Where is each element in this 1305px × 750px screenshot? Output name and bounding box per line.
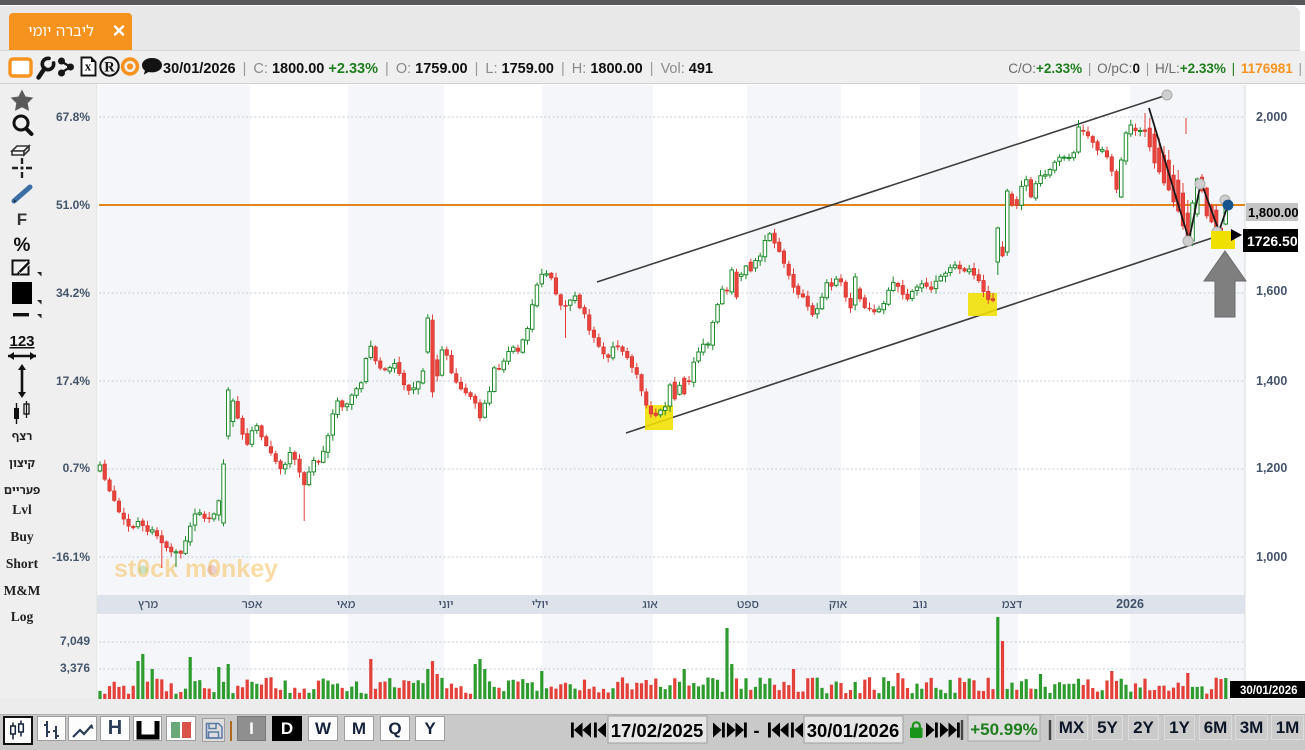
svg-text:17.4%: 17.4% [56, 374, 90, 388]
svg-text:0.7%: 0.7% [63, 461, 91, 475]
svg-text:2026: 2026 [1116, 597, 1144, 611]
svg-text:1,400: 1,400 [1256, 374, 1287, 388]
svg-text:17/02/2025: 17/02/2025 [611, 720, 704, 741]
svg-text:Short: Short [6, 556, 39, 571]
svg-text:30/01/2026: 30/01/2026 [1240, 685, 1298, 697]
svg-text:7,049: 7,049 [60, 634, 90, 648]
svg-text:1,800.00: 1,800.00 [1248, 205, 1299, 220]
svg-text:30/01/2026: 30/01/2026 [807, 720, 900, 741]
svg-text:1726.50: 1726.50 [1247, 233, 1298, 249]
svg-text:3,376: 3,376 [60, 661, 90, 675]
svg-text:67.8%: 67.8% [56, 110, 90, 124]
svg-text:R: R [104, 60, 115, 76]
svg-text:34.2%: 34.2% [56, 286, 90, 300]
svg-text:+50.99%: +50.99% [970, 720, 1038, 739]
svg-text:Buy: Buy [10, 529, 34, 544]
svg-text:51.0%: 51.0% [56, 198, 90, 212]
svg-text:123: 123 [9, 333, 34, 350]
svg-text:F: F [17, 210, 27, 229]
svg-text:-16.1%: -16.1% [52, 550, 90, 564]
svg-text:1,600: 1,600 [1256, 284, 1287, 298]
svg-text:2,000: 2,000 [1256, 110, 1287, 124]
svg-text:Log: Log [11, 609, 34, 624]
svg-text:1,200: 1,200 [1256, 461, 1287, 475]
svg-text:-: - [754, 721, 760, 741]
svg-text:1,000: 1,000 [1256, 550, 1287, 564]
svg-text:M&M: M&M [4, 583, 41, 598]
svg-text:x: x [85, 59, 92, 74]
svg-text:Lvl: Lvl [12, 502, 32, 517]
svg-text:%: % [14, 235, 31, 256]
svg-text:st0ck m0nkey: st0ck m0nkey [114, 555, 278, 583]
